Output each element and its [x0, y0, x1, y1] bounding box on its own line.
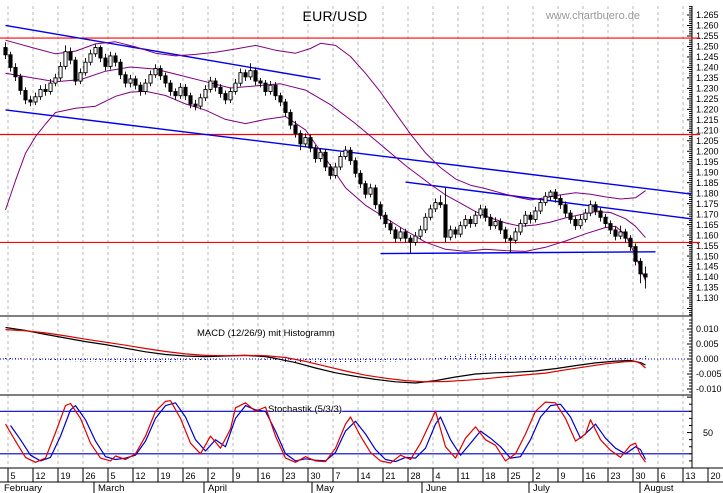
- svg-text:9: 9: [561, 471, 566, 481]
- svg-text:2: 2: [211, 471, 216, 481]
- svg-text:1.160: 1.160: [696, 230, 719, 240]
- svg-text:0.005: 0.005: [696, 339, 719, 349]
- svg-text:1.190: 1.190: [696, 167, 719, 177]
- svg-text:July: July: [533, 483, 550, 493]
- svg-text:1.230: 1.230: [696, 84, 719, 94]
- svg-text:1.130: 1.130: [696, 293, 719, 303]
- svg-text:26: 26: [186, 471, 196, 481]
- svg-text:0.010: 0.010: [696, 324, 719, 334]
- macd-panel-title: MACD (12/26/9) mit Histogramm: [197, 328, 335, 339]
- svg-text:4: 4: [436, 471, 441, 481]
- svg-text:June: June: [426, 483, 447, 493]
- svg-text:1.245: 1.245: [696, 52, 719, 62]
- svg-text:1.140: 1.140: [696, 272, 719, 282]
- svg-text:25: 25: [511, 471, 521, 481]
- svg-text:1.240: 1.240: [696, 63, 719, 73]
- svg-text:2: 2: [536, 471, 541, 481]
- svg-text:1.155: 1.155: [696, 241, 719, 251]
- svg-text:1.180: 1.180: [696, 188, 719, 198]
- svg-text:March: March: [98, 483, 124, 493]
- svg-text:19: 19: [61, 471, 71, 481]
- svg-text:1.220: 1.220: [696, 105, 719, 115]
- svg-text:1.150: 1.150: [696, 251, 719, 261]
- svg-text:30: 30: [636, 471, 646, 481]
- svg-text:-0.005: -0.005: [696, 369, 722, 379]
- svg-text:21: 21: [386, 471, 396, 481]
- svg-text:-0.010: -0.010: [696, 384, 722, 394]
- svg-text:9: 9: [236, 471, 241, 481]
- svg-text:1.185: 1.185: [696, 178, 719, 188]
- svg-text:12: 12: [36, 471, 46, 481]
- svg-text:28: 28: [411, 471, 421, 481]
- page-title: EUR/USD: [302, 8, 368, 24]
- svg-text:14: 14: [361, 471, 371, 481]
- svg-text:1.255: 1.255: [696, 31, 719, 41]
- svg-text:26: 26: [86, 471, 96, 481]
- svg-text:20: 20: [711, 471, 721, 481]
- svg-text:1.250: 1.250: [696, 42, 719, 52]
- svg-text:1.235: 1.235: [696, 73, 719, 83]
- svg-text:11: 11: [461, 471, 470, 481]
- svg-text:23: 23: [611, 471, 621, 481]
- svg-text:0.000: 0.000: [696, 354, 719, 364]
- svg-text:1.225: 1.225: [696, 94, 719, 104]
- svg-text:5: 5: [111, 471, 116, 481]
- svg-text:19: 19: [161, 471, 171, 481]
- svg-text:23: 23: [286, 471, 296, 481]
- svg-text:1.195: 1.195: [696, 157, 719, 167]
- svg-text:7: 7: [336, 471, 341, 481]
- svg-text:1.200: 1.200: [696, 146, 719, 156]
- svg-text:August: August: [644, 483, 674, 493]
- svg-text:1.215: 1.215: [696, 115, 719, 125]
- svg-text:13: 13: [686, 471, 696, 481]
- svg-text:1.210: 1.210: [696, 125, 719, 135]
- svg-text:30: 30: [311, 471, 321, 481]
- svg-text:1.165: 1.165: [696, 220, 719, 230]
- svg-text:May: May: [316, 483, 334, 493]
- svg-text:18: 18: [486, 471, 496, 481]
- stoch-panel-title: Stochastik (5/3/3): [268, 404, 342, 415]
- watermark-link: www.chartbuero.de: [545, 10, 640, 22]
- svg-text:6: 6: [661, 471, 666, 481]
- svg-text:1.175: 1.175: [696, 199, 719, 209]
- svg-text:1.265: 1.265: [696, 10, 719, 20]
- svg-text:50: 50: [703, 428, 713, 438]
- svg-text:February: February: [4, 483, 42, 493]
- svg-text:1.135: 1.135: [696, 283, 719, 293]
- svg-text:1.145: 1.145: [696, 262, 719, 272]
- svg-text:1.260: 1.260: [696, 21, 719, 31]
- svg-text:1.170: 1.170: [696, 209, 719, 219]
- svg-text:April: April: [208, 483, 227, 493]
- svg-text:16: 16: [261, 471, 271, 481]
- svg-text:1.205: 1.205: [696, 136, 719, 146]
- svg-text:12: 12: [136, 471, 146, 481]
- svg-text:16: 16: [586, 471, 596, 481]
- svg-text:5: 5: [11, 471, 16, 481]
